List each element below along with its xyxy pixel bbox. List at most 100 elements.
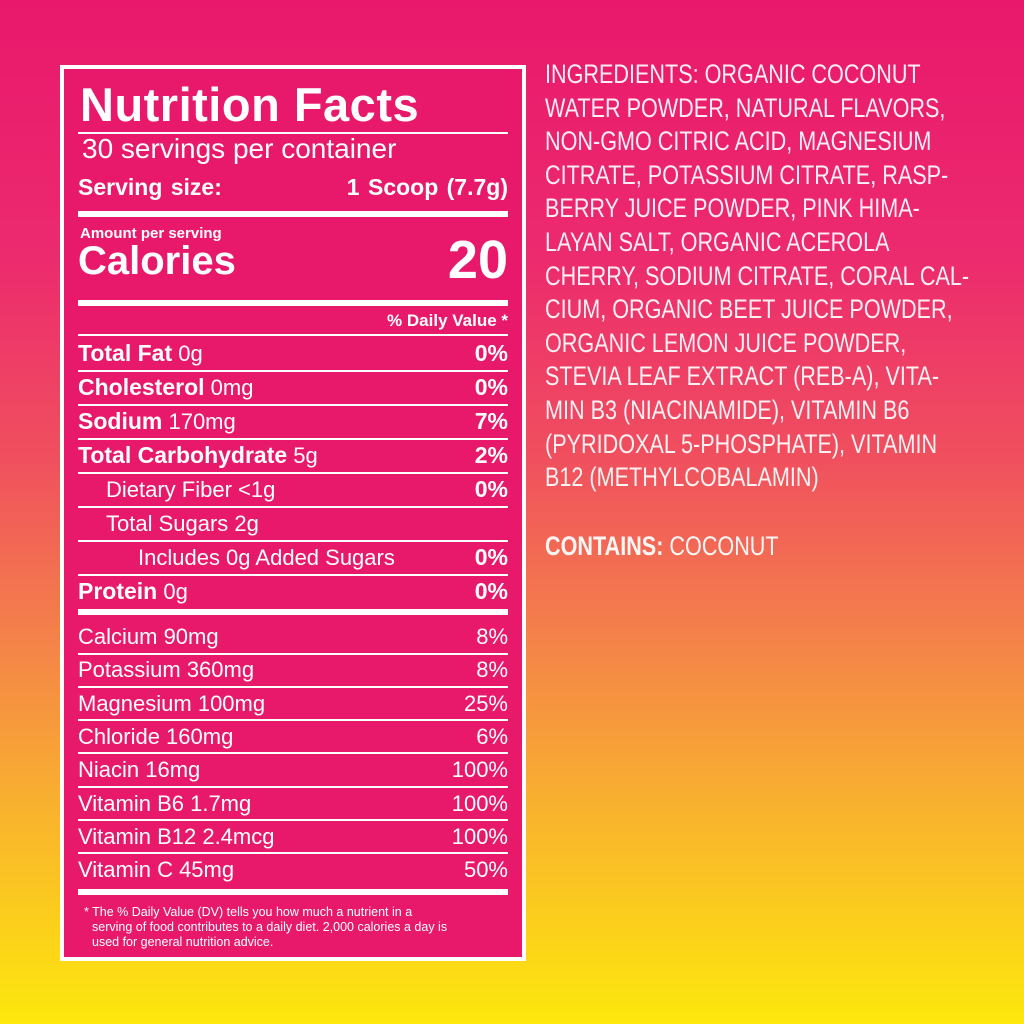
ingredients-line: NON-GMO CITRIC ACID, MAGNESIUM xyxy=(545,126,932,157)
vitamin-row: Vitamin B12 2.4mcg 100% xyxy=(78,820,508,853)
vitamin-name: Potassium 360mg xyxy=(78,657,255,683)
nutrient-name: Total Fat xyxy=(78,340,173,366)
footnote-line: * The % Daily Value (DV) tells you how m… xyxy=(84,905,413,919)
divider-thick xyxy=(78,889,508,895)
amount-per-serving: Amount per serving xyxy=(80,225,222,242)
vitamin-name: Chloride 160mg xyxy=(78,723,234,749)
daily-value: 2% xyxy=(474,442,508,468)
divider xyxy=(78,334,508,336)
serving-size-label: Serving size: xyxy=(78,174,222,200)
daily-value: 50% xyxy=(463,857,508,883)
nutrient-row: Total Sugars 2g xyxy=(78,507,508,540)
nutrient-name: Total Carbohydrate xyxy=(78,442,288,468)
nutrient-row: Includes 0g Added Sugars 0% xyxy=(78,541,508,574)
daily-value-header: % Daily Value * xyxy=(387,311,508,330)
daily-value: 100% xyxy=(451,823,508,849)
vitamin-name: Niacin 16mg xyxy=(78,757,201,783)
contains-label: CONTAINS: xyxy=(545,531,664,561)
nutrient-row: Protein 0g 0% xyxy=(78,575,508,608)
ingredients-line: CHERRY, SODIUM CITRATE, CORAL CAL- xyxy=(545,260,970,291)
daily-value: 6% xyxy=(476,723,508,749)
nutrient-row: Total Fat 0g 0% xyxy=(78,337,508,370)
vitamin-row: Magnesium 100mg 25% xyxy=(78,687,508,720)
vitamin-name: Vitamin B6 1.7mg xyxy=(78,790,252,816)
vitamin-row: Vitamin C 45mg 50% xyxy=(78,853,508,886)
divider xyxy=(78,819,508,821)
ingredients-line: STEVIA LEAF EXTRACT (REB-A), VITA- xyxy=(545,361,940,392)
nutrition-facts-panel: Nutrition Facts 30 servings per containe… xyxy=(60,65,526,961)
divider xyxy=(78,752,508,755)
nutrient-name: Protein xyxy=(78,578,158,604)
ingredients-line: ORGANIC LEMON JUICE POWDER, xyxy=(545,327,907,358)
nutrient-name: Includes 0g Added Sugars xyxy=(138,545,395,570)
nutrient-row: Sodium 170mg 7% xyxy=(78,405,508,438)
ingredients-line: BERRY JUICE POWDER, PINK HIMA- xyxy=(545,193,920,224)
servings-per-container: 30 servings per container xyxy=(82,133,397,164)
ingredients-line: WATER POWDER, NATURAL FLAVORS, xyxy=(545,92,946,123)
daily-value: 7% xyxy=(474,408,508,434)
nutrient-name: Total Sugars 2g xyxy=(106,511,259,536)
daily-value: 100% xyxy=(451,790,508,816)
ingredients-line: LAYAN SALT, ORGANIC ACEROLA xyxy=(545,226,890,257)
vitamin-name: Calcium 90mg xyxy=(78,624,219,649)
daily-value: 100% xyxy=(451,757,508,783)
nutrient-row: Cholesterol 0mg 0% xyxy=(78,371,508,404)
daily-value: 0% xyxy=(474,340,508,366)
daily-value: 0% xyxy=(474,476,508,502)
vitamin-name: Vitamin C 45mg xyxy=(78,857,235,883)
divider xyxy=(78,540,508,542)
contains-value: COCONUT xyxy=(669,531,779,561)
divider xyxy=(78,574,508,576)
calories-value: 20 xyxy=(447,230,508,290)
divider-thick xyxy=(78,300,508,306)
calories-label: Calories xyxy=(78,239,236,283)
nutrient-amount: 0mg xyxy=(210,375,254,400)
footnote-line: used for general nutrition advice. xyxy=(92,935,274,949)
divider xyxy=(78,438,508,440)
divider xyxy=(78,852,508,855)
vitamin-row: Chloride 160mg 6% xyxy=(78,720,508,753)
daily-value: 0% xyxy=(474,374,508,400)
divider xyxy=(78,132,508,134)
nutrient-row: Total Carbohydrate 5g 2% xyxy=(78,439,508,472)
ingredients-list: INGREDIENTS: ORGANIC COCONUT WATER POWDER… xyxy=(545,58,1024,495)
nutrient-name: Dietary Fiber <1g xyxy=(106,477,276,502)
vitamin-name: Vitamin B12 2.4mcg xyxy=(78,823,275,849)
ingredients-line: CITRATE, POTASSIUM CITRATE, RASP- xyxy=(545,159,949,190)
daily-value: 8% xyxy=(476,624,508,649)
vitamin-row: Vitamin B6 1.7mg 100% xyxy=(78,787,508,820)
nutrient-amount: 0g xyxy=(163,579,188,604)
nutrient-name: Sodium xyxy=(78,408,163,434)
divider xyxy=(78,652,508,655)
nutrient-amount: 170mg xyxy=(168,409,236,434)
divider-thick xyxy=(78,609,508,615)
serving-size: Serving size: 1 Scoop (7.7g) xyxy=(78,174,508,201)
nutrient-amount: 0g xyxy=(178,341,203,366)
divider xyxy=(78,472,508,474)
vitamin-row: Calcium 90mg 8% xyxy=(78,620,508,653)
daily-value: 0% xyxy=(474,578,508,604)
allergen-statement: CONTAINS: COCONUT xyxy=(545,531,779,562)
vitamin-name: Magnesium 100mg xyxy=(78,690,266,716)
ingredients-line: MIN B3 (NIACINAMIDE), VITAMIN B6 xyxy=(545,394,910,425)
serving-size-value: 1 Scoop (7.7g) xyxy=(346,174,508,200)
daily-value: 8% xyxy=(476,657,508,683)
ingredients-line: INGREDIENTS: ORGANIC COCONUT xyxy=(545,59,921,89)
vitamin-row: Potassium 360mg 8% xyxy=(78,653,508,686)
daily-value: 0% xyxy=(474,544,508,570)
footnote-line: serving of food contributes to a daily d… xyxy=(92,920,448,934)
nutrient-name: Cholesterol xyxy=(78,374,205,400)
vitamin-row: Niacin 16mg 100% xyxy=(78,753,508,786)
divider xyxy=(78,719,508,722)
divider xyxy=(78,370,508,372)
divider xyxy=(78,785,508,788)
ingredients-line: CIUM, ORGANIC BEET JUICE POWDER, xyxy=(545,294,953,325)
divider xyxy=(78,404,508,406)
divider-thick xyxy=(78,211,508,217)
ingredients-line: (PYRIDOXAL 5-PHOSPHATE), VITAMIN xyxy=(545,428,938,459)
nutrient-row: Dietary Fiber <1g 0% xyxy=(78,473,508,506)
daily-value: 25% xyxy=(463,690,508,716)
divider xyxy=(78,506,508,508)
ingredients-line: B12 (METHYLCOBALAMIN) xyxy=(545,462,819,493)
nutrition-title: Nutrition Facts xyxy=(80,78,420,131)
